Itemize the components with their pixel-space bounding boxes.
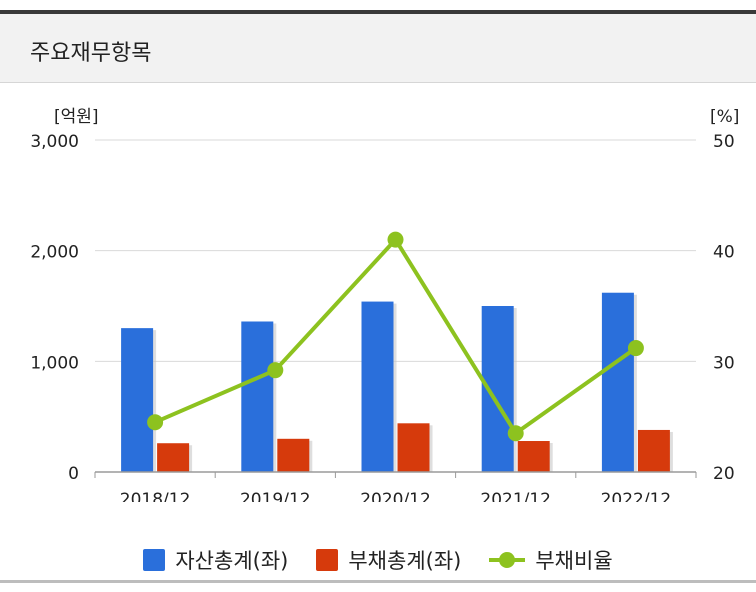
y-left-tick-label: 1,000 xyxy=(30,353,79,373)
bar-liabilities xyxy=(637,429,670,472)
y-right-tick-label: 30 xyxy=(713,353,735,373)
bar-assets xyxy=(361,301,394,472)
y-left-tick-label: 2,000 xyxy=(30,243,79,263)
x-tick-label: 2022/12 xyxy=(601,490,672,502)
point-debt-ratio xyxy=(387,231,404,248)
x-tick-label: 2018/12 xyxy=(120,490,191,502)
bar-assets xyxy=(601,292,634,472)
y-right-tick-label: 50 xyxy=(713,132,735,152)
x-tick-label: 2021/12 xyxy=(480,490,551,502)
bar-liabilities xyxy=(277,438,310,472)
financial-chart: [억원] 3,000 2,000 1,000 0 [%] 50 40 30 20 2018/12 20… xyxy=(30,107,739,502)
bar-liabilities xyxy=(397,423,430,472)
x-tick-label: 2020/12 xyxy=(360,490,431,502)
x-tick-label: 2019/12 xyxy=(240,490,311,502)
section-title: 주요재무항목 xyxy=(30,41,152,66)
legend-item-liabilities[interactable]: 부채총계(좌) xyxy=(316,545,461,575)
legend-swatch-assets xyxy=(143,549,166,571)
point-debt-ratio xyxy=(507,425,524,442)
point-debt-ratio xyxy=(627,340,644,357)
legend-swatch-debt-ratio xyxy=(489,549,526,571)
y-left-unit: [억원] xyxy=(54,107,99,127)
y-right-tick-label: 40 xyxy=(713,243,735,263)
bar-liabilities xyxy=(157,443,190,472)
legend-label-assets: 자산총계(좌) xyxy=(175,549,289,573)
legend-swatch-liabilities xyxy=(316,549,339,571)
legend-label-liabilities: 부채총계(좌) xyxy=(348,549,462,573)
bar-assets xyxy=(241,321,274,472)
chart-legend: 자산총계(좌) 부채총계(좌) 부채비율 xyxy=(0,540,756,580)
legend-item-assets[interactable]: 자산총계(좌) xyxy=(143,545,288,575)
point-debt-ratio xyxy=(267,362,284,379)
top-rule xyxy=(0,10,756,14)
y-right-tick-label: 20 xyxy=(713,464,735,484)
bar-assets xyxy=(121,328,154,472)
y-right-unit: [%] xyxy=(710,107,739,127)
point-debt-ratio xyxy=(147,414,164,431)
legend-item-debt-ratio[interactable]: 부채비율 xyxy=(489,545,613,575)
section-header: 주요재무항목 xyxy=(0,14,756,83)
y-left-tick-label: 0 xyxy=(68,464,79,484)
bar-liabilities xyxy=(517,441,550,472)
legend-label-debt-ratio: 부채비율 xyxy=(535,549,613,573)
y-left-tick-label: 3,000 xyxy=(30,132,79,152)
bottom-rule xyxy=(0,580,756,583)
